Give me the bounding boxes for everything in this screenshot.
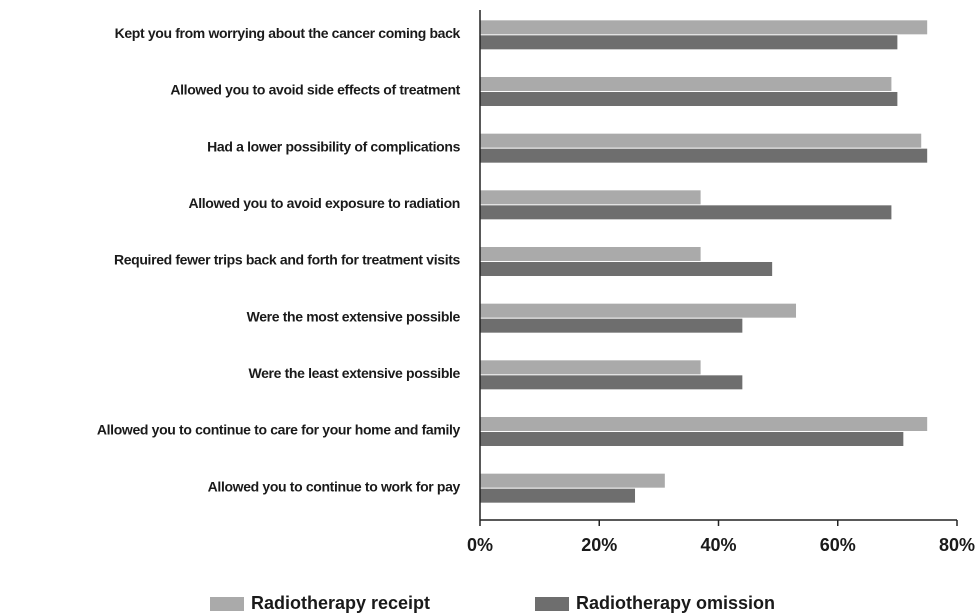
bar: [480, 432, 904, 446]
y-tick-label: Allowed you to avoid exposure to radiati…: [188, 195, 460, 211]
y-tick-label: Kept you from worrying about the cancer …: [115, 25, 461, 41]
bar: [480, 190, 701, 205]
y-tick-label: Required fewer trips back and forth for …: [114, 252, 461, 268]
x-tick-label: 40%: [700, 535, 736, 555]
bar: [480, 133, 922, 148]
bar: [480, 262, 773, 276]
bar: [480, 417, 928, 431]
y-tick-label: Were the most extensive possible: [247, 308, 461, 324]
legend-label: Radiotherapy omission: [576, 593, 775, 613]
y-tick-label: Allowed you to avoid side effects of tre…: [170, 82, 460, 98]
bar: [480, 77, 892, 91]
bar: [480, 375, 743, 390]
bar: [480, 473, 665, 488]
bar: [480, 360, 701, 375]
bar: [480, 35, 898, 50]
legend-swatch: [210, 597, 244, 611]
bar: [480, 303, 797, 318]
y-tick-label: Allowed you to continue to work for pay: [208, 478, 461, 494]
bar: [480, 20, 928, 35]
x-tick-label: 60%: [820, 535, 856, 555]
bar: [480, 148, 928, 163]
y-tick-label: Had a lower possibility of complications: [207, 138, 460, 154]
bar: [480, 247, 701, 261]
x-tick-label: 0%: [467, 535, 493, 555]
bar: [480, 318, 743, 333]
x-tick-label: 80%: [939, 535, 975, 555]
bar: [480, 92, 898, 106]
y-tick-label: Were the least extensive possible: [248, 365, 460, 381]
y-tick-label: Allowed you to continue to care for your…: [97, 422, 461, 438]
legend-label: Radiotherapy receipt: [251, 593, 430, 613]
legend-swatch: [535, 597, 569, 611]
bar: [480, 205, 892, 220]
x-tick-label: 20%: [581, 535, 617, 555]
bar: [480, 488, 636, 503]
